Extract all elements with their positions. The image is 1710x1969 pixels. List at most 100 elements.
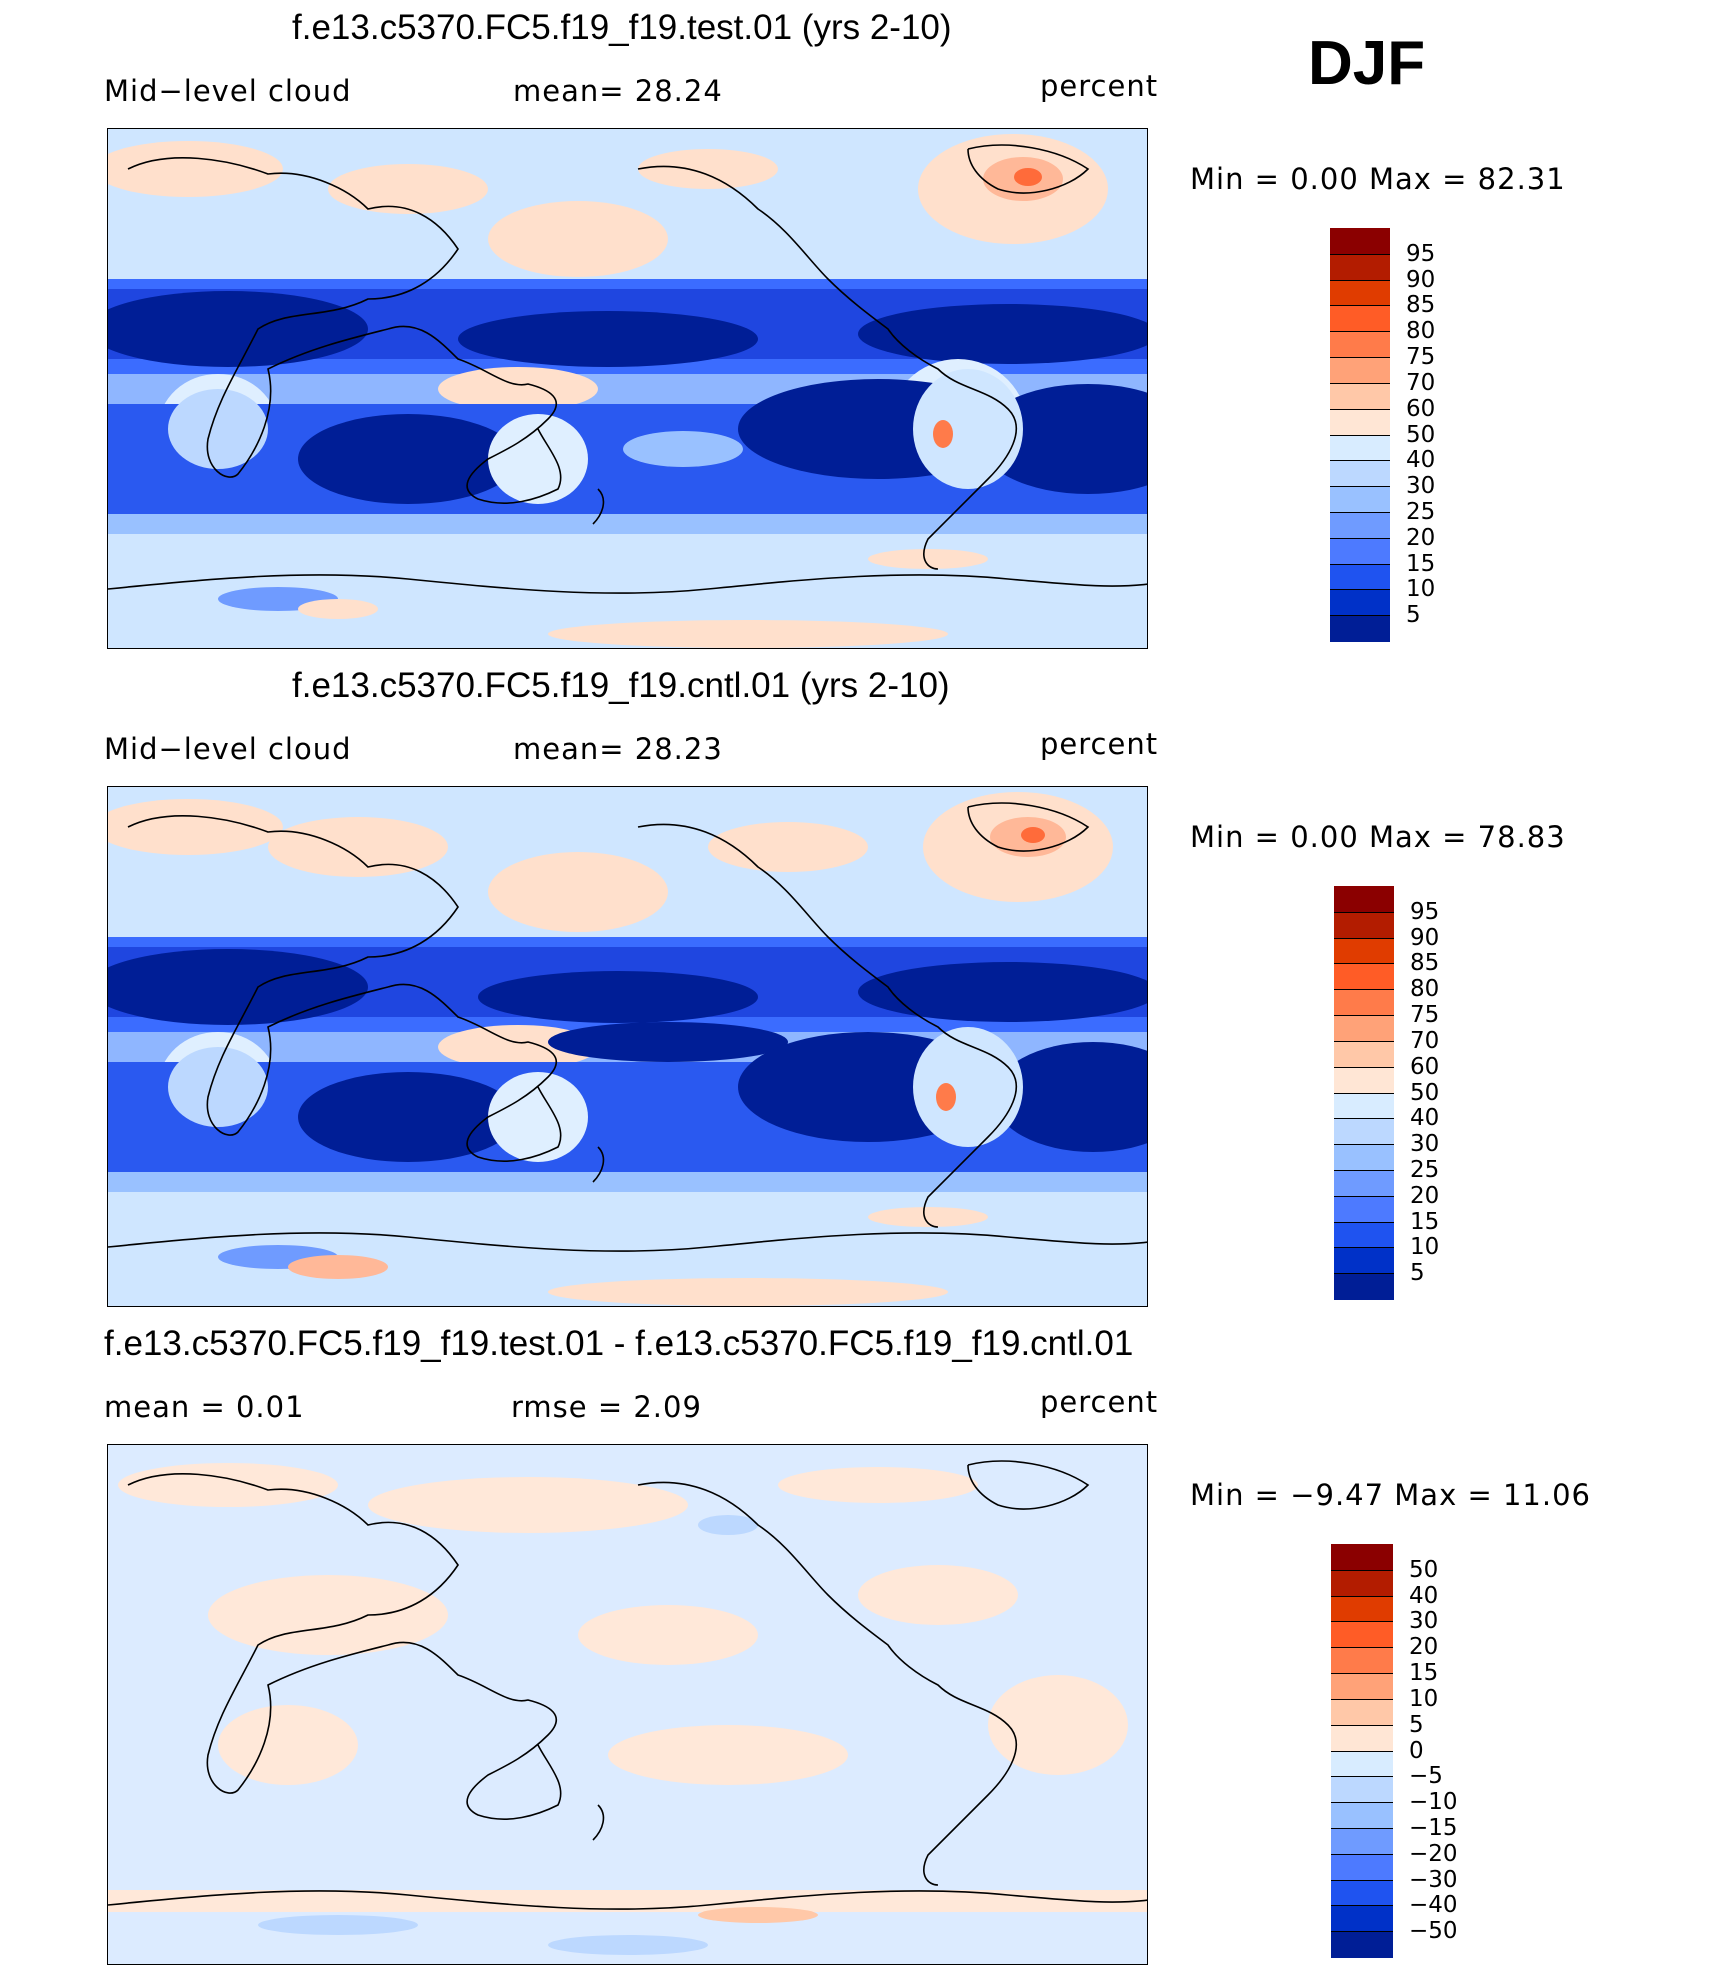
panel-2-mean: mean= 28.23 (513, 732, 723, 766)
panel-1-colorbar-label: 25 (1406, 498, 1436, 525)
panel-2-colorbar-label: 60 (1410, 1053, 1440, 1080)
panel-1-title: f.e13.c5370.FC5.f19_f19.test.01 (yrs 2-1… (292, 8, 952, 47)
panel-3-colorbar-label: 15 (1409, 1660, 1439, 1687)
panel-3-colorbar-swatch (1331, 1931, 1393, 1958)
panel-3-colorbar-swatch (1331, 1595, 1393, 1622)
panel-1-units: percent (1040, 69, 1159, 103)
panel-3-map-svg (108, 1445, 1147, 1964)
panel-3-colorbar-label: 20 (1409, 1634, 1439, 1661)
panel-2-colorbar-swatch (1334, 1144, 1394, 1171)
panel-3-colorbar-swatch (1331, 1853, 1393, 1881)
panel-3-colorbar-swatch (1331, 1827, 1393, 1855)
panel-1-colorbar-swatch (1330, 331, 1390, 358)
panel-2-colorbar-label: 40 (1410, 1105, 1440, 1132)
panel-3-minmax: Min = −9.47 Max = 11.06 (1190, 1478, 1591, 1512)
panel-3-colorbar-swatch (1331, 1879, 1393, 1906)
panel-2-colorbar-label: 10 (1410, 1234, 1440, 1261)
panel-2-colorbar-swatch (1334, 989, 1394, 1016)
panel-3-colorbar-swatch (1331, 1647, 1393, 1674)
panel-3-colorbar-label: −20 (1409, 1840, 1458, 1867)
panel-1-map-svg (108, 129, 1147, 648)
panel-3-colorbar-label: −10 (1409, 1789, 1458, 1816)
panel-2-colorbar-label: 70 (1410, 1027, 1440, 1054)
panel-1-map (107, 128, 1148, 649)
panel-3-colorbar-swatch (1331, 1698, 1393, 1726)
panel-1-colorbar-swatch (1330, 382, 1390, 410)
panel-1-colorbar-swatch (1330, 486, 1390, 513)
panel-2-colorbar-label: 85 (1410, 950, 1440, 977)
panel-3-map (107, 1444, 1148, 1965)
panel-1-minmax: Min = 0.00 Max = 82.31 (1190, 162, 1566, 196)
panel-2-colorbar-swatch (1334, 1195, 1394, 1223)
panel-1-colorbar-swatch (1330, 305, 1390, 332)
panel-1-variable: Mid−level cloud (104, 74, 352, 108)
panel-1-colorbar-label: 30 (1406, 473, 1436, 500)
panel-3-colorbar-label: 5 (1409, 1711, 1424, 1738)
panel-2-colorbar-swatch (1334, 911, 1394, 939)
panel-2-colorbar-label: 80 (1410, 976, 1440, 1003)
panel-1-colorbar-label: 20 (1406, 524, 1436, 551)
panel-3-colorbar-label: 10 (1409, 1685, 1439, 1712)
panel-1-colorbar-label: 5 (1406, 602, 1421, 629)
panel-2-colorbar-swatch (1334, 1066, 1394, 1093)
panel-3-colorbar-swatch (1331, 1802, 1393, 1829)
panel-3-colorbar-swatch (1331, 1750, 1393, 1777)
panel-3-colorbar-swatch (1331, 1724, 1393, 1751)
panel-3-rmse: rmse = 2.09 (511, 1390, 702, 1424)
panel-1-colorbar-swatch (1330, 460, 1390, 487)
panel-2-colorbar-swatch (1334, 886, 1394, 913)
panel-2-colorbar-swatch (1334, 1040, 1394, 1068)
panel-3-colorbar-label: −5 (1409, 1763, 1443, 1790)
panel-1-colorbar-label: 15 (1406, 550, 1436, 577)
panel-3-colorbar-swatch (1331, 1544, 1393, 1571)
panel-1-colorbar-swatch (1330, 408, 1390, 435)
panel-3-colorbar-label: 30 (1409, 1608, 1439, 1635)
panel-2-colorbar-swatch (1334, 1169, 1394, 1197)
panel-1-colorbar-label: 75 (1406, 344, 1436, 371)
panel-1-colorbar-label: 10 (1406, 576, 1436, 603)
panel-1-colorbar-swatch (1330, 228, 1390, 255)
panel-2-colorbar-swatch (1334, 1092, 1394, 1119)
panel-2-colorbar-swatch (1334, 1273, 1394, 1300)
panel-2-colorbar-label: 50 (1410, 1079, 1440, 1106)
panel-2-colorbar-swatch (1334, 1118, 1394, 1145)
panel-2-map-svg (108, 787, 1147, 1306)
panel-1-colorbar-swatch (1330, 279, 1390, 306)
panel-1-colorbar-label: 80 (1406, 318, 1436, 345)
panel-1-colorbar-label: 50 (1406, 421, 1436, 448)
panel-3-colorbar-label: −50 (1409, 1918, 1458, 1945)
panel-1-colorbar-label: 60 (1406, 395, 1436, 422)
panel-1-colorbar-label: 70 (1406, 369, 1436, 396)
panel-3-colorbar-swatch (1331, 1673, 1393, 1700)
panel-3-title: f.e13.c5370.FC5.f19_f19.test.01 - f.e13.… (104, 1324, 1134, 1363)
panel-3-colorbar-label: −40 (1409, 1892, 1458, 1919)
panel-1-colorbar-swatch (1330, 253, 1390, 281)
panel-1-colorbar-swatch (1330, 357, 1390, 384)
panel-2-colorbar-swatch (1334, 937, 1394, 964)
panel-2-colorbar-swatch (1334, 1247, 1394, 1274)
panel-2-colorbar-swatch (1334, 1015, 1394, 1042)
panel-3-colorbar-swatch (1331, 1621, 1393, 1648)
panel-1-colorbar-label: 95 (1406, 240, 1436, 267)
panel-3-colorbar-swatch (1331, 1569, 1393, 1597)
panel-2-minmax: Min = 0.00 Max = 78.83 (1190, 820, 1566, 854)
panel-2-colorbar-label: 95 (1410, 898, 1440, 925)
panel-3-mean: mean = 0.01 (104, 1390, 305, 1424)
panel-3-colorbar-label: 50 (1409, 1556, 1439, 1583)
panel-2-map (107, 786, 1148, 1307)
panel-2-units: percent (1040, 727, 1159, 761)
panel-2-colorbar-label: 90 (1410, 924, 1440, 951)
panel-2-variable: Mid−level cloud (104, 732, 352, 766)
panel-1-colorbar-swatch (1330, 563, 1390, 590)
panel-1-colorbar-swatch (1330, 511, 1390, 539)
panel-3-colorbar-label: −30 (1409, 1866, 1458, 1893)
panel-3-colorbar-label: 40 (1409, 1582, 1439, 1609)
panel-2-colorbar-label: 30 (1410, 1131, 1440, 1158)
panel-1-colorbar-swatch (1330, 615, 1390, 642)
season-label: DJF (1308, 29, 1426, 98)
panel-3-colorbar-swatch (1331, 1776, 1393, 1803)
panel-2-colorbar-swatch (1334, 963, 1394, 990)
panel-2-title: f.e13.c5370.FC5.f19_f19.cntl.01 (yrs 2-1… (292, 666, 950, 705)
panel-3-colorbar-label: 0 (1409, 1737, 1424, 1764)
panel-1-colorbar-label: 85 (1406, 292, 1436, 319)
